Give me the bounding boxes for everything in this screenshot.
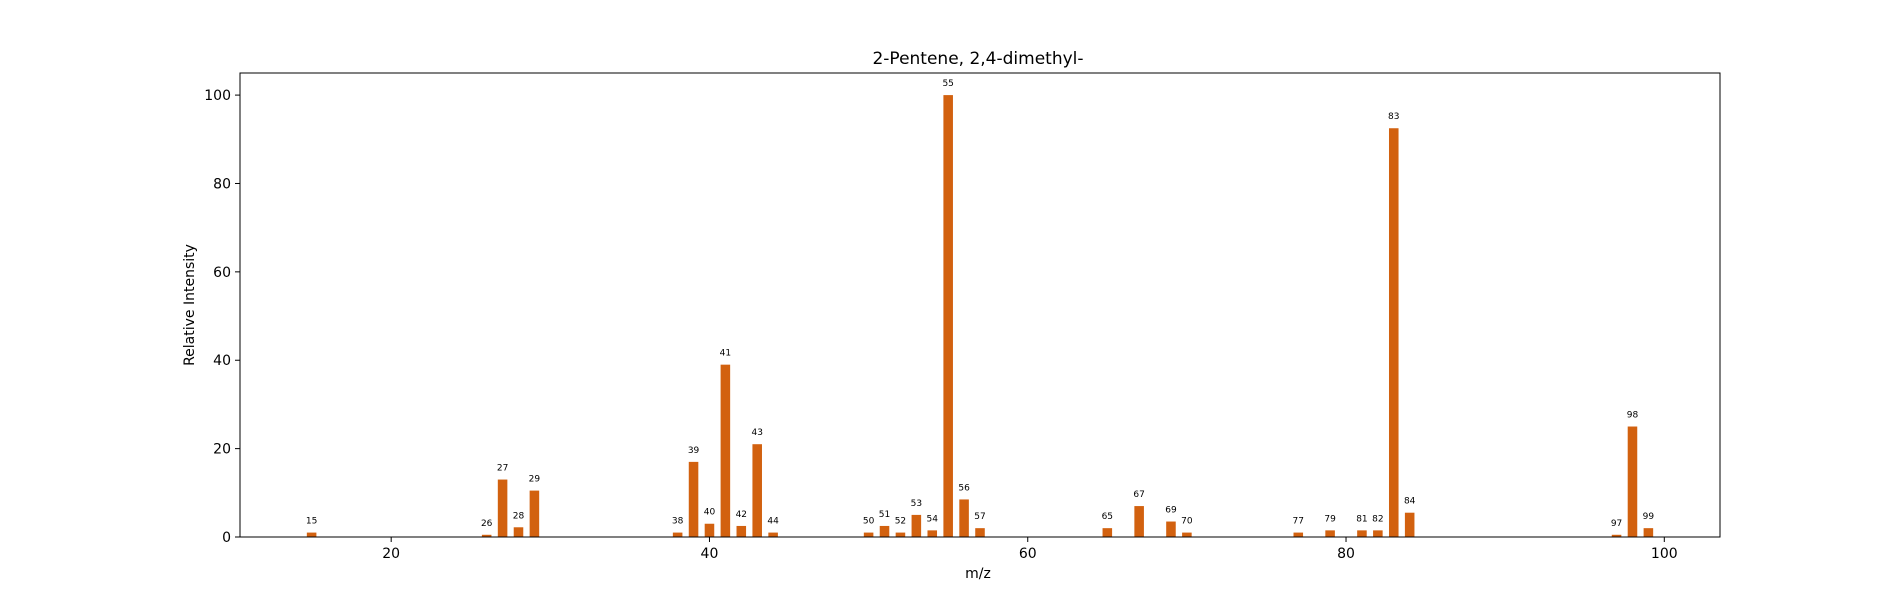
bar-mz-83: [1388, 128, 1399, 538]
bar-label-mz-56: 56: [958, 483, 970, 493]
bar-label-mz-52: 52: [895, 517, 906, 527]
bar-label-mz-83: 83: [1388, 112, 1399, 122]
y-tick-label: 0: [222, 530, 231, 546]
bar-mz-44: [768, 532, 778, 537]
bar-mz-41: [720, 364, 731, 537]
bar-label-mz-84: 84: [1404, 497, 1416, 507]
bar-mz-84: [1404, 512, 1415, 537]
bar-mz-43: [752, 444, 762, 537]
bar-label-mz-28: 28: [513, 511, 525, 521]
bar-mz-38: [672, 532, 683, 537]
bar-mz-42: [736, 525, 747, 537]
x-tick-label: 40: [701, 546, 719, 562]
bar-label-mz-29: 29: [529, 475, 541, 485]
bar-mz-98: [1627, 426, 1638, 537]
bar-label-mz-65: 65: [1102, 512, 1113, 522]
bar-label-mz-44: 44: [767, 517, 779, 527]
bar-label-mz-43: 43: [751, 428, 762, 438]
bar-label-mz-77: 77: [1293, 517, 1304, 527]
bar-mz-50: [863, 532, 874, 537]
bar-label-mz-41: 41: [720, 349, 731, 359]
bar-label-mz-54: 54: [927, 514, 939, 524]
bar-mz-52: [895, 532, 906, 537]
bar-mz-40: [704, 523, 715, 537]
bar-label-mz-27: 27: [497, 464, 508, 474]
bar-label-mz-40: 40: [704, 508, 716, 518]
bar-mz-29: [529, 490, 540, 537]
bar-mz-55: [943, 95, 953, 537]
bar-label-mz-81: 81: [1356, 514, 1367, 524]
bar-mz-79: [1325, 530, 1335, 537]
bar-mz-67: [1134, 506, 1144, 537]
x-tick-label: 60: [1019, 546, 1037, 562]
bar-mz-77: [1293, 532, 1304, 537]
bar-mz-65: [1102, 528, 1113, 537]
bar-mz-51: [879, 525, 890, 537]
bar-mz-27: [497, 479, 508, 537]
bar-label-mz-82: 82: [1372, 514, 1383, 524]
bar-mz-39: [688, 461, 699, 537]
y-tick-label: 40: [213, 353, 231, 369]
x-tick-label: 20: [382, 546, 400, 562]
bar-label-mz-67: 67: [1133, 490, 1144, 500]
y-tick-label: 20: [213, 442, 231, 458]
bar-label-mz-26: 26: [481, 519, 493, 529]
bar-label-mz-57: 57: [974, 512, 985, 522]
bar-label-mz-38: 38: [672, 517, 684, 527]
bar-mz-53: [911, 514, 922, 537]
bar-mz-69: [1166, 521, 1176, 537]
plot-frame: [239, 72, 1721, 538]
x-axis-ticks: 20 40 60 80 100: [382, 537, 1678, 562]
y-axis-ticks: 0 20 40 60 80 100: [204, 88, 240, 546]
y-tick-label: 100: [204, 88, 231, 104]
bar-label-mz-69: 69: [1165, 506, 1177, 516]
bar-label-mz-70: 70: [1181, 517, 1193, 527]
bar-label-mz-98: 98: [1627, 411, 1639, 421]
x-axis-label: m/z: [965, 566, 991, 582]
bar-mz-26: [481, 534, 492, 537]
x-tick-label: 100: [1651, 546, 1678, 562]
bar-label-mz-97: 97: [1611, 519, 1622, 529]
bars-group: [306, 95, 1654, 538]
bar-mz-15: [306, 532, 317, 537]
y-axis-label: Relative Intensity: [182, 244, 198, 366]
bar-label-mz-39: 39: [688, 446, 700, 456]
y-tick-label: 60: [213, 265, 231, 281]
bar-mz-54: [927, 530, 938, 537]
bar-label-mz-51: 51: [879, 510, 890, 520]
bar-label-mz-15: 15: [306, 517, 317, 527]
bar-mz-99: [1643, 528, 1654, 537]
bar-mz-56: [959, 499, 969, 537]
bar-label-mz-79: 79: [1324, 514, 1336, 524]
bar-label-mz-42: 42: [736, 510, 747, 520]
bar-mz-70: [1182, 532, 1192, 537]
bar-labels-group: 15 26 27 28 29 38 39 40 41 42 43 44 50 51 52 53 54 55 56 57…: [306, 79, 1655, 529]
bar-mz-57: [975, 528, 985, 537]
bar-label-mz-99: 99: [1643, 512, 1655, 522]
y-tick-label: 80: [213, 176, 231, 192]
bar-mz-82: [1373, 530, 1383, 537]
bar-label-mz-53: 53: [911, 499, 922, 509]
x-tick-label: 80: [1337, 546, 1355, 562]
chart-title: 2-Pentene, 2,4-dimethyl-: [872, 49, 1083, 69]
bar-mz-28: [513, 527, 524, 537]
bar-mz-97: [1611, 534, 1622, 537]
bar-label-mz-50: 50: [863, 517, 875, 527]
bar-mz-81: [1357, 530, 1367, 537]
bar-label-mz-55: 55: [942, 79, 953, 89]
